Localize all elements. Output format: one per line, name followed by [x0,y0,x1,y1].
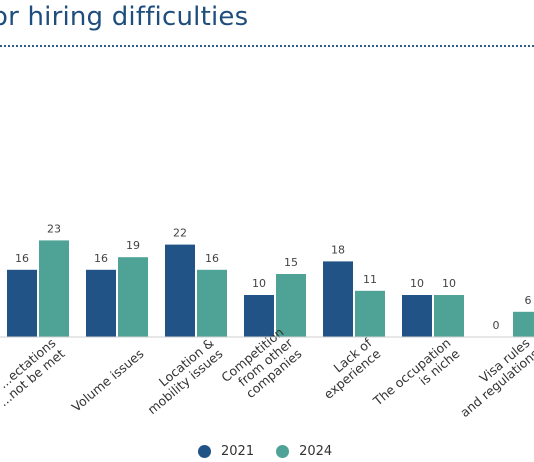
value-labels-layer: 16 23 16 19 22 16 10 15 18 11 10 10 0 6 [15,222,532,332]
bar-2024-2[interactable] [197,269,227,337]
legend-item-2021[interactable]: 2021 [198,444,254,459]
category-label-5: The occupationis niche [369,335,462,420]
bar-2021-5[interactable] [402,295,432,337]
bar-2021-2[interactable] [165,244,195,337]
bar-2024-0[interactable] [39,240,69,337]
category-label-4: Lack ofexperience [312,335,384,402]
bar-2024-6[interactable] [513,311,534,337]
legend-swatch-2021 [198,444,211,458]
bar-2021-3[interactable] [244,295,274,337]
bars-layer [7,240,534,337]
bar-2021-1[interactable] [86,269,116,337]
value-label-2024-5: 10 [442,277,456,290]
chart-title: or hiring difficulties [0,2,249,32]
legend-label-2021: 2021 [221,443,255,459]
legend-label-2024: 2024 [299,443,333,459]
value-label-2021-4: 18 [331,243,345,256]
bar-2024-4[interactable] [355,290,385,337]
value-label-2024-4: 11 [363,273,377,286]
bar-2024-5[interactable] [434,295,464,337]
value-label-2024-2: 16 [205,252,219,265]
category-label-6: Visa rulesand regulations [448,335,534,420]
category-label-2: Location &mobility issues [136,335,226,417]
value-label-2021-1: 16 [94,252,108,265]
title-divider [0,45,534,47]
category-label-0: ...ectations...not be met [0,335,68,409]
value-label-2021-6: 0 [493,319,500,332]
bar-2024-1[interactable] [118,257,148,337]
category-label-1: Volume issues [69,346,147,415]
value-label-2021-2: 22 [173,227,187,240]
value-label-2024-3: 15 [284,256,298,269]
value-label-2021-5: 10 [410,277,424,290]
value-label-2024-6: 6 [525,294,532,307]
legend-swatch-2024 [276,444,290,458]
bar-2021-4[interactable] [323,261,353,337]
category-labels-layer: ...ectations...not be met Volume issues Lo… [0,324,534,420]
legend-item-2024[interactable]: 2024 [276,444,332,459]
value-label-2024-1: 19 [126,239,140,252]
bar-2024-3[interactable] [276,274,306,337]
value-label-2021-3: 10 [252,277,266,290]
value-label-2024-0: 23 [47,222,61,235]
bar-chart: 16 23 16 19 22 16 10 15 18 11 10 10 0 6 ...ectations.… [0,222,534,420]
legend: 2021 2024 [198,441,332,461]
bar-2021-0[interactable] [7,269,37,337]
value-label-2021-0: 16 [15,252,29,265]
